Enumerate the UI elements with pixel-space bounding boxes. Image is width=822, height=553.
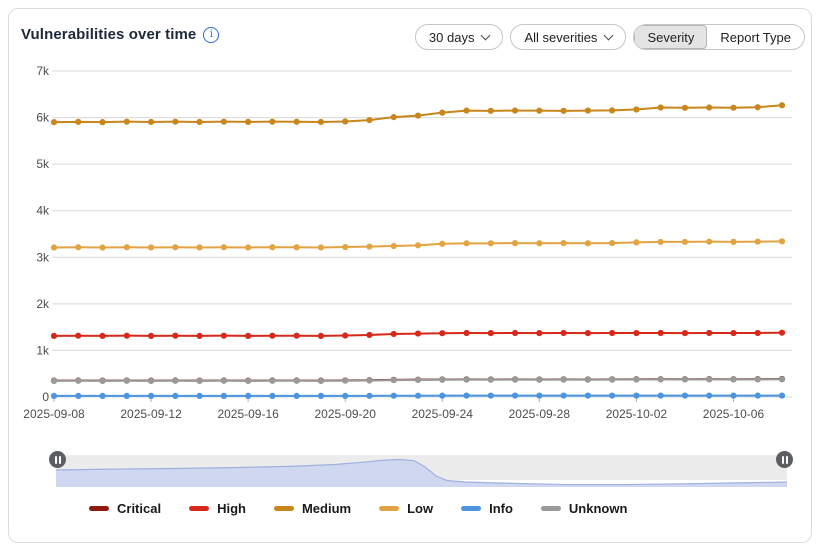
legend-swatch-icon xyxy=(89,506,109,511)
time-range-brush[interactable] xyxy=(56,453,787,487)
legend-label: Low xyxy=(407,501,434,516)
legend-swatch-icon xyxy=(189,506,210,511)
y-axis-label: 7k xyxy=(36,64,50,78)
legend-item-critical[interactable]: Critical xyxy=(89,501,161,516)
legend-swatch-icon xyxy=(461,506,482,511)
time-range-value: 30 days xyxy=(428,29,475,45)
legend-item-info[interactable]: Info xyxy=(461,501,513,516)
legend-swatch-icon xyxy=(379,506,400,511)
legend-label: Unknown xyxy=(568,501,628,516)
chart-controls: 30 days All severities Severity Report T… xyxy=(414,24,805,50)
legend-label: High xyxy=(217,501,246,516)
card-header: Vulnerabilities over time i 30 days All … xyxy=(21,24,805,54)
brush-handle-right[interactable] xyxy=(776,451,793,468)
y-axis-label: 6k xyxy=(36,111,50,125)
severity-filter-dropdown[interactable]: All severities xyxy=(510,24,627,50)
legend-item-unknown[interactable]: Unknown xyxy=(540,501,628,516)
legend-label: Critical xyxy=(117,501,162,516)
series-points-unknown[interactable] xyxy=(50,376,786,384)
series-points-info[interactable] xyxy=(50,392,786,399)
y-axis-label: 4k xyxy=(36,204,50,218)
x-axis-label: 2025-09-24 xyxy=(412,407,474,421)
time-range-dropdown[interactable]: 30 days xyxy=(414,24,504,50)
chevron-down-icon xyxy=(603,30,614,40)
legend-item-high[interactable]: High xyxy=(189,501,246,516)
y-axis-label: 3k xyxy=(36,250,50,264)
x-axis-label: 2025-09-08 xyxy=(23,407,85,421)
legend-item-medium[interactable]: Medium xyxy=(273,501,352,516)
x-axis-label: 2025-09-12 xyxy=(120,407,182,421)
severity-filter-value: All severities xyxy=(524,29,598,45)
chart-title: Vulnerabilities over time xyxy=(21,26,197,43)
legend-swatch-icon xyxy=(540,506,561,511)
toggle-report-type[interactable]: Report Type xyxy=(720,29,791,45)
chevron-down-icon xyxy=(481,30,491,40)
vulnerabilities-line-chart[interactable]: 0 1k 2k 3k 4k 5k 6k 7k 2025-09-08 2025-09-12 2025-… xyxy=(9,57,813,439)
y-axis-label: 1k xyxy=(36,343,50,357)
x-axis-label: 2025-10-06 xyxy=(703,407,765,421)
view-toggle: Severity Report Type xyxy=(633,24,805,50)
series-points-high[interactable] xyxy=(50,329,786,339)
y-axis-label: 5k xyxy=(36,157,50,171)
legend-label: Medium xyxy=(301,501,352,516)
x-axis-label: 2025-10-02 xyxy=(606,407,668,421)
y-axis-label: 0 xyxy=(42,390,49,404)
x-axis-label: 2025-09-16 xyxy=(217,407,279,421)
series-points-medium[interactable] xyxy=(50,102,786,126)
x-axis-label: 2025-09-20 xyxy=(315,407,377,421)
brush-area-line xyxy=(56,458,787,486)
x-axis-label: 2025-09-28 xyxy=(509,407,571,421)
vulnerabilities-over-time-card: Vulnerabilities over time i 30 days All … xyxy=(8,8,812,543)
brush-handle-left[interactable] xyxy=(49,451,66,468)
legend-swatch-icon xyxy=(273,506,294,511)
toggle-severity[interactable]: Severity xyxy=(634,25,708,49)
y-axis-label: 2k xyxy=(36,297,50,311)
legend-item-low[interactable]: Low xyxy=(379,501,433,516)
series-points-low[interactable] xyxy=(50,238,786,251)
chart-legend: Critical High Medium Low Info Unknown xyxy=(89,501,627,516)
info-icon[interactable]: i xyxy=(203,26,220,43)
legend-label: Info xyxy=(489,501,513,516)
brush-area-fill xyxy=(56,459,787,487)
